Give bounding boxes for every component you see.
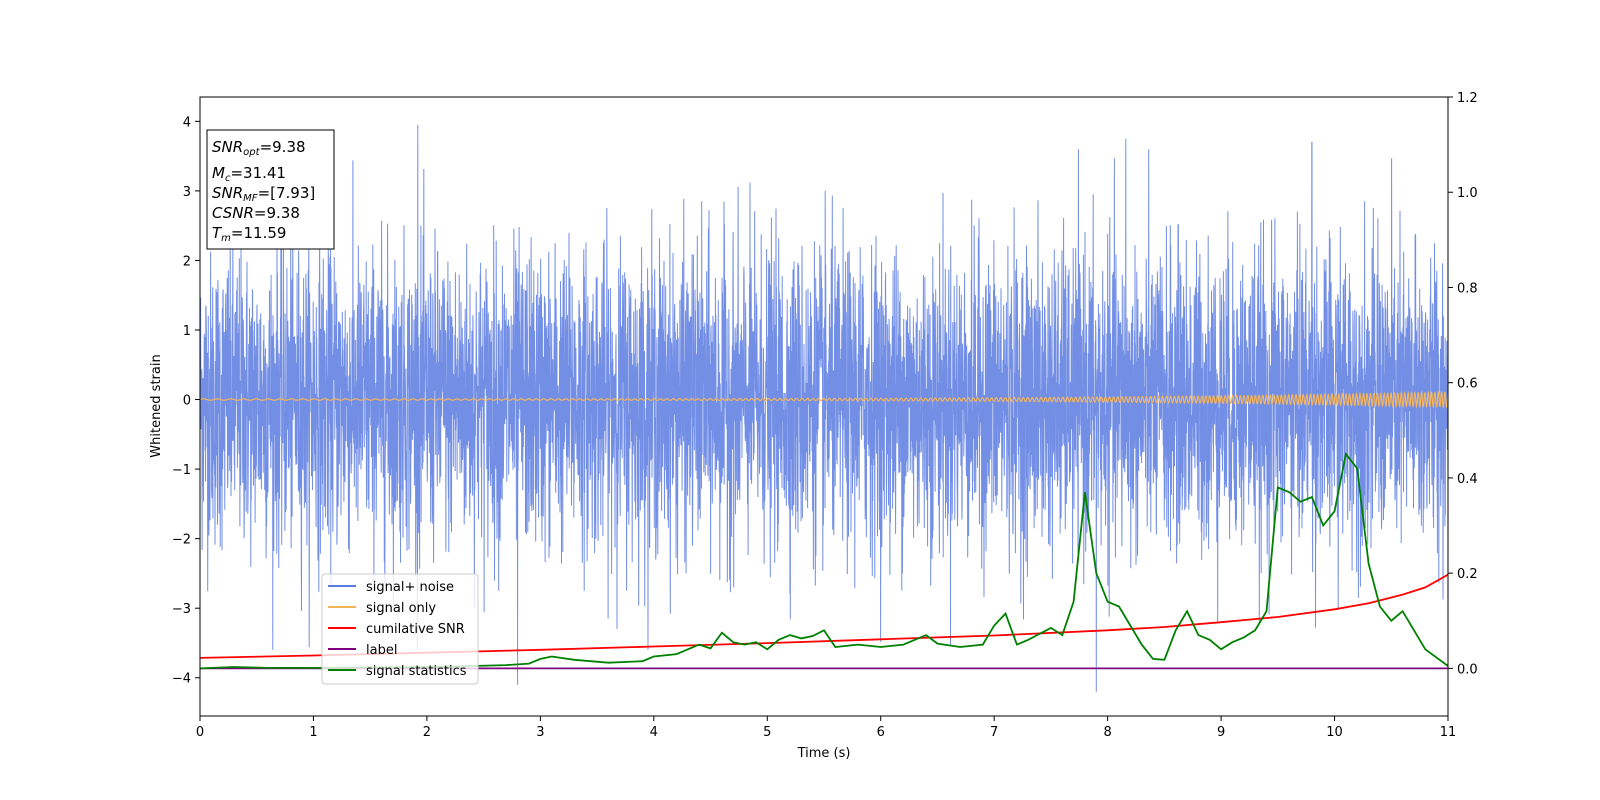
y-tick-label: 0 — [183, 394, 191, 409]
legend: signal+ noise signal only cumilative SNR… — [321, 573, 479, 685]
y-axis-right: 0.0 0.2 0.4 0.6 0.8 1.0 1.2 — [1448, 91, 1478, 677]
y-tick-label: −4 — [172, 672, 191, 687]
series-cumulative-snr — [200, 573, 1448, 659]
y2-tick-label: 0.0 — [1457, 662, 1478, 677]
y-axis-label: Whitened strain — [149, 354, 164, 457]
legend-label-cumulative: cumilative SNR — [366, 622, 465, 637]
x-tick-label: 8 — [1103, 725, 1111, 740]
x-tick-label: 1 — [309, 725, 317, 740]
x-tick-label: 10 — [1326, 725, 1343, 740]
x-tick-label: 2 — [423, 725, 431, 740]
y2-tick-label: 0.4 — [1457, 472, 1478, 487]
y-tick-label: −2 — [172, 533, 191, 548]
info-line-mc: Mc=31.41 — [212, 164, 286, 184]
info-line-tm: Tm=11.59 — [212, 224, 286, 244]
x-axis-label: Time (s) — [797, 746, 851, 761]
series-signal-only — [200, 390, 1448, 409]
info-box: SNRopt=9.38 Mc=31.41 SNRMF=[7.93] CSNR=9… — [206, 129, 335, 250]
x-tick-label: 7 — [990, 725, 998, 740]
series-signal-statistics — [200, 452, 1448, 670]
x-tick-label: 5 — [763, 725, 771, 740]
y2-tick-label: 0.2 — [1457, 567, 1478, 582]
x-tick-label: 9 — [1217, 725, 1225, 740]
x-tick-label: 0 — [196, 725, 204, 740]
x-tick-label: 3 — [536, 725, 544, 740]
legend-label-noise: signal+ noise — [366, 580, 454, 595]
y-tick-label: −1 — [172, 463, 191, 478]
y2-tick-label: 0.8 — [1457, 281, 1478, 296]
info-box-frame — [206, 129, 335, 250]
x-tick-label: 4 — [650, 725, 658, 740]
y-tick-label: 2 — [183, 254, 191, 269]
y2-tick-label: 1.2 — [1457, 91, 1478, 106]
y-tick-label: −3 — [172, 602, 191, 617]
y2-tick-label: 1.0 — [1457, 186, 1478, 201]
info-line-snr-mf: SNRMF=[7.93] — [212, 184, 315, 204]
y-tick-label: 4 — [183, 115, 191, 130]
legend-frame — [321, 573, 479, 685]
legend-label-signal: signal only — [366, 601, 436, 616]
y-tick-label: 3 — [183, 185, 191, 200]
y-axis-left: −4 −3 −2 −1 0 1 2 3 4 — [172, 115, 200, 687]
legend-label-statistics: signal statistics — [366, 664, 467, 679]
series-signal-noise — [200, 124, 1448, 692]
x-axis: 0 1 2 3 4 5 6 7 8 9 10 11 — [196, 716, 1456, 740]
axes-frame — [199, 96, 1449, 717]
y2-tick-label: 0.6 — [1457, 377, 1478, 392]
x-tick-label: 6 — [877, 725, 885, 740]
info-line-csnr: CSNR=9.38 — [212, 204, 300, 222]
legend-label-label: label — [366, 643, 397, 658]
x-tick-label: 11 — [1440, 725, 1457, 740]
y-tick-label: 1 — [183, 324, 191, 339]
info-line-snr-opt: SNRopt=9.38 — [212, 138, 306, 158]
